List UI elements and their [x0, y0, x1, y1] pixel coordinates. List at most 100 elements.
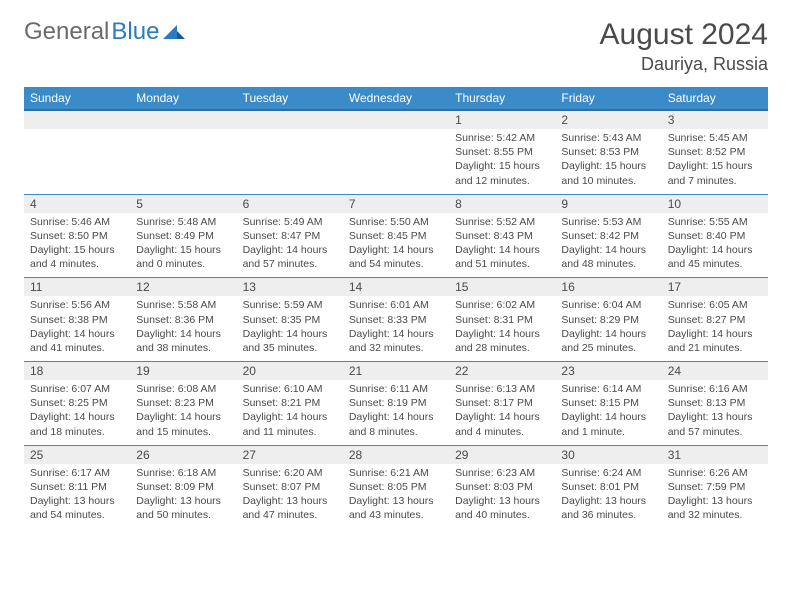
header: GeneralBlue August 2024 Dauriya, Russia [24, 18, 768, 75]
date-cell: 9 [555, 194, 661, 213]
date-cell: 17 [662, 278, 768, 297]
detail-cell: Sunrise: 6:08 AMSunset: 8:23 PMDaylight:… [130, 380, 236, 445]
sunset-text: Sunset: 8:29 PM [561, 313, 655, 327]
sunset-text: Sunset: 8:31 PM [455, 313, 549, 327]
logo: GeneralBlue [24, 18, 185, 46]
detail-cell: Sunrise: 5:49 AMSunset: 8:47 PMDaylight:… [237, 213, 343, 278]
sunset-text: Sunset: 8:05 PM [349, 480, 443, 494]
sunrise-text: Sunrise: 6:13 AM [455, 382, 549, 396]
detail-cell: Sunrise: 6:23 AMSunset: 8:03 PMDaylight:… [449, 464, 555, 529]
title-block: August 2024 Dauriya, Russia [600, 18, 768, 75]
sunset-text: Sunset: 8:01 PM [561, 480, 655, 494]
date-cell: 31 [662, 445, 768, 464]
daylight-text: Daylight: 15 hours and 0 minutes. [136, 243, 230, 271]
detail-cell: Sunrise: 5:59 AMSunset: 8:35 PMDaylight:… [237, 296, 343, 361]
sunrise-text: Sunrise: 6:11 AM [349, 382, 443, 396]
date-cell: 7 [343, 194, 449, 213]
detail-cell: Sunrise: 5:48 AMSunset: 8:49 PMDaylight:… [130, 213, 236, 278]
date-row: 25262728293031 [24, 445, 768, 464]
sunset-text: Sunset: 8:35 PM [243, 313, 337, 327]
daylight-text: Daylight: 14 hours and 8 minutes. [349, 410, 443, 438]
date-cell: 12 [130, 278, 236, 297]
dow-cell: Sunday [24, 87, 130, 110]
calendar-page: GeneralBlue August 2024 Dauriya, Russia … [0, 0, 792, 546]
detail-cell: Sunrise: 6:02 AMSunset: 8:31 PMDaylight:… [449, 296, 555, 361]
detail-row: Sunrise: 6:07 AMSunset: 8:25 PMDaylight:… [24, 380, 768, 445]
daylight-text: Daylight: 14 hours and 35 minutes. [243, 327, 337, 355]
date-cell: 16 [555, 278, 661, 297]
location: Dauriya, Russia [600, 54, 768, 75]
date-cell: 4 [24, 194, 130, 213]
triangle-icon [163, 18, 185, 46]
sunset-text: Sunset: 8:43 PM [455, 229, 549, 243]
sunrise-text: Sunrise: 5:45 AM [668, 131, 762, 145]
sunrise-text: Sunrise: 5:49 AM [243, 215, 337, 229]
daylight-text: Daylight: 14 hours and 28 minutes. [455, 327, 549, 355]
detail-row: Sunrise: 5:42 AMSunset: 8:55 PMDaylight:… [24, 129, 768, 194]
daylight-text: Daylight: 14 hours and 25 minutes. [561, 327, 655, 355]
detail-cell: Sunrise: 6:17 AMSunset: 8:11 PMDaylight:… [24, 464, 130, 529]
date-cell: 2 [555, 110, 661, 129]
sunrise-text: Sunrise: 6:23 AM [455, 466, 549, 480]
detail-cell: Sunrise: 5:58 AMSunset: 8:36 PMDaylight:… [130, 296, 236, 361]
detail-cell: Sunrise: 6:11 AMSunset: 8:19 PMDaylight:… [343, 380, 449, 445]
date-cell: 24 [662, 362, 768, 381]
daylight-text: Daylight: 14 hours and 48 minutes. [561, 243, 655, 271]
date-cell: 29 [449, 445, 555, 464]
sunset-text: Sunset: 8:07 PM [243, 480, 337, 494]
detail-cell: Sunrise: 5:50 AMSunset: 8:45 PMDaylight:… [343, 213, 449, 278]
date-cell: 1 [449, 110, 555, 129]
date-cell [130, 110, 236, 129]
dow-row: SundayMondayTuesdayWednesdayThursdayFrid… [24, 87, 768, 110]
month-title: August 2024 [600, 18, 768, 52]
sunrise-text: Sunrise: 5:56 AM [30, 298, 124, 312]
sunrise-text: Sunrise: 6:07 AM [30, 382, 124, 396]
sunrise-text: Sunrise: 5:59 AM [243, 298, 337, 312]
daylight-text: Daylight: 13 hours and 43 minutes. [349, 494, 443, 522]
sunset-text: Sunset: 8:11 PM [30, 480, 124, 494]
sunset-text: Sunset: 8:21 PM [243, 396, 337, 410]
date-cell: 8 [449, 194, 555, 213]
date-cell: 30 [555, 445, 661, 464]
sunrise-text: Sunrise: 5:58 AM [136, 298, 230, 312]
date-cell: 27 [237, 445, 343, 464]
date-cell: 22 [449, 362, 555, 381]
sunset-text: Sunset: 8:40 PM [668, 229, 762, 243]
dow-cell: Monday [130, 87, 236, 110]
daylight-text: Daylight: 14 hours and 11 minutes. [243, 410, 337, 438]
daylight-text: Daylight: 15 hours and 4 minutes. [30, 243, 124, 271]
logo-text-blue: Blue [111, 18, 159, 46]
sunset-text: Sunset: 8:53 PM [561, 145, 655, 159]
daylight-text: Daylight: 13 hours and 54 minutes. [30, 494, 124, 522]
detail-cell: Sunrise: 5:42 AMSunset: 8:55 PMDaylight:… [449, 129, 555, 194]
daylight-text: Daylight: 14 hours and 32 minutes. [349, 327, 443, 355]
sunrise-text: Sunrise: 6:20 AM [243, 466, 337, 480]
logo-text-general: General [24, 18, 109, 46]
detail-cell: Sunrise: 6:14 AMSunset: 8:15 PMDaylight:… [555, 380, 661, 445]
sunset-text: Sunset: 8:50 PM [30, 229, 124, 243]
daylight-text: Daylight: 14 hours and 57 minutes. [243, 243, 337, 271]
date-cell: 6 [237, 194, 343, 213]
sunrise-text: Sunrise: 5:50 AM [349, 215, 443, 229]
daylight-text: Daylight: 14 hours and 4 minutes. [455, 410, 549, 438]
detail-cell: Sunrise: 6:13 AMSunset: 8:17 PMDaylight:… [449, 380, 555, 445]
sunrise-text: Sunrise: 6:24 AM [561, 466, 655, 480]
daylight-text: Daylight: 13 hours and 57 minutes. [668, 410, 762, 438]
daylight-text: Daylight: 14 hours and 41 minutes. [30, 327, 124, 355]
daylight-text: Daylight: 15 hours and 7 minutes. [668, 159, 762, 187]
date-cell: 5 [130, 194, 236, 213]
sunrise-text: Sunrise: 5:55 AM [668, 215, 762, 229]
sunrise-text: Sunrise: 6:18 AM [136, 466, 230, 480]
daylight-text: Daylight: 14 hours and 15 minutes. [136, 410, 230, 438]
detail-cell [343, 129, 449, 194]
detail-cell: Sunrise: 6:10 AMSunset: 8:21 PMDaylight:… [237, 380, 343, 445]
detail-cell: Sunrise: 6:24 AMSunset: 8:01 PMDaylight:… [555, 464, 661, 529]
date-cell: 26 [130, 445, 236, 464]
sunset-text: Sunset: 8:52 PM [668, 145, 762, 159]
dow-cell: Thursday [449, 87, 555, 110]
date-cell: 10 [662, 194, 768, 213]
date-cell: 18 [24, 362, 130, 381]
sunrise-text: Sunrise: 5:46 AM [30, 215, 124, 229]
sunrise-text: Sunrise: 5:43 AM [561, 131, 655, 145]
sunrise-text: Sunrise: 6:08 AM [136, 382, 230, 396]
